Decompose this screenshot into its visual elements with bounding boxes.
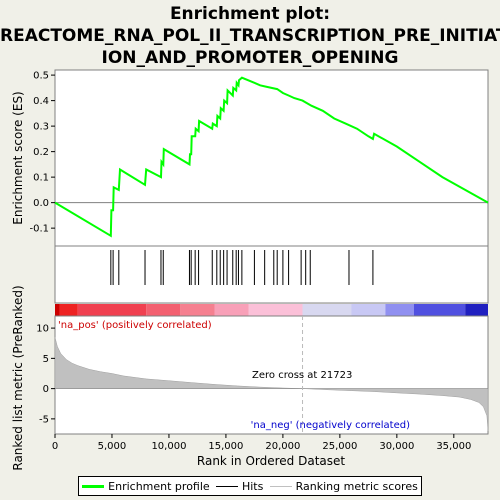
- colorbar-segment: [302, 304, 352, 316]
- legend-hits: Hits: [215, 479, 264, 493]
- colorbar-segment: [248, 304, 303, 316]
- xtick-label: 5,000: [98, 441, 127, 452]
- colorbar-segment: [59, 304, 78, 316]
- colorbar-segment: [214, 304, 249, 316]
- plot-title: Enrichment plot: REACTOME_RNA_POL_II_TRA…: [0, 4, 500, 68]
- hits-panel: [54, 245, 489, 304]
- metric-layer: [54, 316, 489, 434]
- axes-layer: -0.1 0.0 0.1 0.2 0.3 0.4 0.5 -5 0 5 10 0 5,000 10,000…: [29, 71, 471, 452]
- legend-hits-swatch: [215, 485, 238, 487]
- es-ytick-label: 0.3: [33, 122, 49, 133]
- ranking-metric-area: [54, 337, 489, 432]
- title-area: Enrichment plot: REACTOME_RNA_POL_II_TRA…: [0, 0, 500, 69]
- hits-layer: [110, 250, 374, 285]
- colorbar-segment: [146, 304, 181, 316]
- es-ytick-label: 0.5: [33, 71, 49, 82]
- xtick-label: 30,000: [379, 441, 414, 452]
- legend-enrichment-label: Enrichment profile: [108, 479, 210, 493]
- es-ytick-label: 0.2: [33, 147, 49, 158]
- xtick-label: 10,000: [151, 441, 186, 452]
- colorbar-segment: [465, 304, 488, 316]
- es-ytick-label: 0.4: [33, 96, 49, 107]
- xtick-label: 25,000: [322, 441, 357, 452]
- es-layer: [54, 76, 489, 238]
- es-ytick-label: 0.0: [33, 198, 49, 209]
- es-ytick-label: -0.1: [29, 224, 49, 235]
- xtick-label: 20,000: [265, 441, 300, 452]
- colorbar-segment: [413, 304, 466, 316]
- metric-ytick-label: 10: [36, 324, 49, 335]
- es-ytick-label: 0.1: [33, 173, 49, 184]
- zero-cross-annotation: Zero cross at 21723: [252, 370, 352, 381]
- colorbar-segment: [180, 304, 215, 316]
- metric-ytick-label: -5: [39, 414, 49, 425]
- pos-annotation: 'na_pos' (positively correlated): [58, 320, 212, 331]
- xlabel: Rank in Ordered Dataset: [197, 454, 345, 468]
- legend-ranking-label: Ranking metric scores: [295, 479, 418, 493]
- colorbar-segment: [77, 304, 147, 316]
- colorbar-segment: [385, 304, 414, 316]
- es-ylabel: Enrichment score (ES): [11, 91, 25, 224]
- legend-ranking: Ranking metric scores: [269, 479, 418, 493]
- legend-enrichment-swatch: [82, 484, 105, 488]
- colorbar-segment: [351, 304, 386, 316]
- xtick-label: 0: [52, 441, 58, 452]
- xtick-label: 35,000: [436, 441, 471, 452]
- legend-enrichment: Enrichment profile: [82, 480, 210, 493]
- legend-hits-label: Hits: [241, 479, 264, 493]
- metric-ytick-label: 0: [43, 384, 49, 395]
- es-panel: [54, 69, 489, 247]
- es-line: [54, 76, 489, 238]
- metric-panel: [54, 315, 489, 435]
- colorbar-segment: [55, 304, 60, 316]
- legend-ranking-swatch: [269, 485, 292, 487]
- xtick-label: 15,000: [208, 441, 243, 452]
- metric-ylabel: Ranked list metric (PreRanked): [11, 285, 25, 470]
- legend: Enrichment profile Hits Ranking metric s…: [78, 476, 422, 496]
- neg-annotation: 'na_neg' (negatively correlated): [251, 420, 410, 431]
- ranking-colorbar: [55, 304, 488, 316]
- metric-ytick-label: 5: [43, 354, 49, 365]
